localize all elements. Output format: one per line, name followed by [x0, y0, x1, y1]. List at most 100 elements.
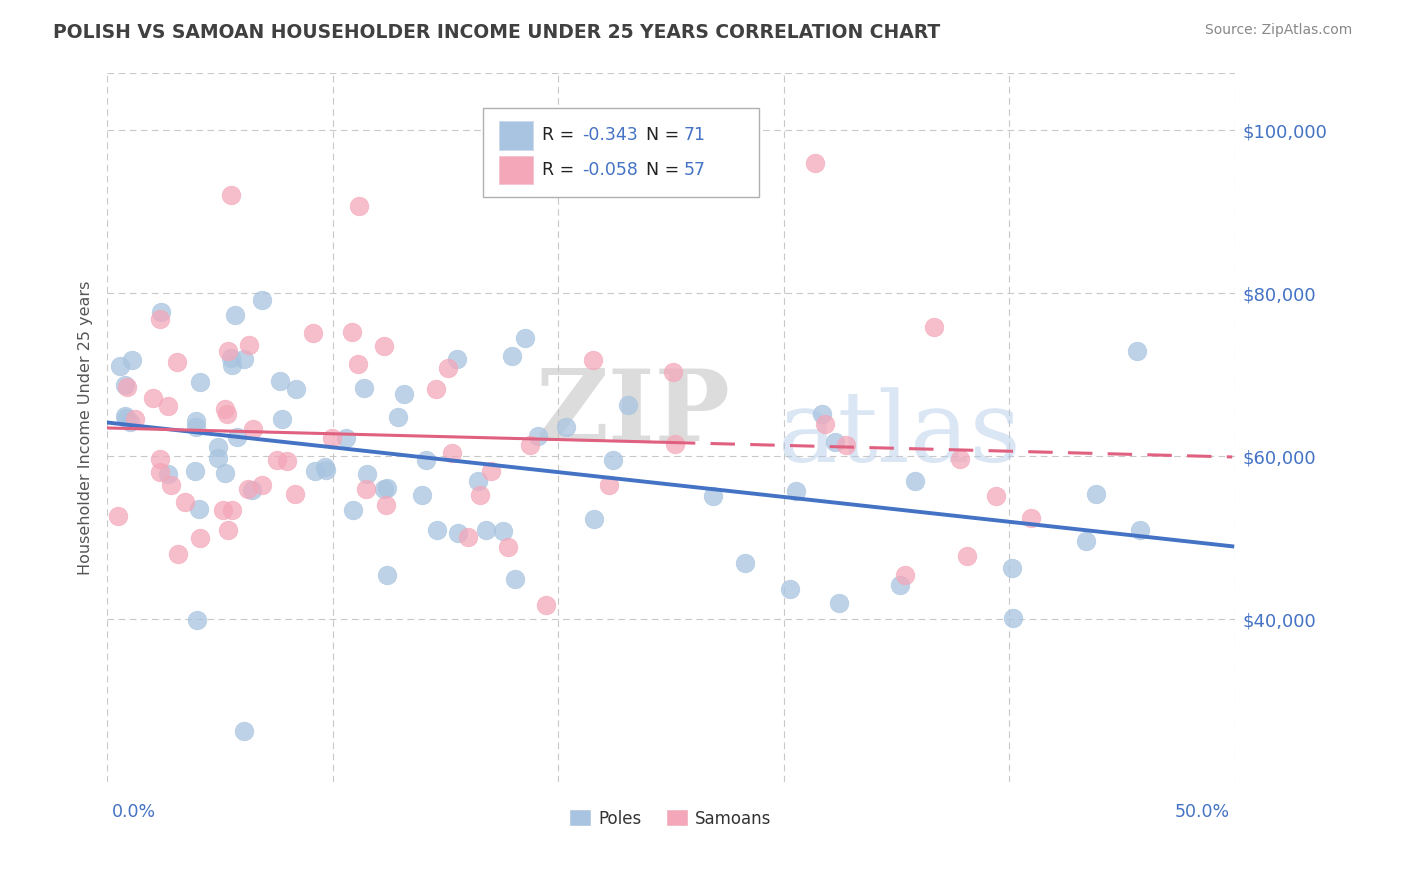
Point	[375, 568, 398, 582]
Point	[212, 503, 235, 517]
Point	[356, 467, 378, 482]
Point	[250, 293, 273, 307]
Point	[242, 422, 264, 436]
Point	[214, 401, 236, 416]
Point	[425, 524, 447, 538]
Point	[157, 399, 180, 413]
Point	[617, 398, 640, 412]
Point	[314, 459, 336, 474]
Point	[184, 419, 207, 434]
Point	[271, 412, 294, 426]
Point	[166, 355, 188, 369]
Point	[118, 415, 141, 429]
Point	[174, 495, 197, 509]
Point	[889, 577, 911, 591]
Point	[1126, 343, 1149, 358]
Point	[353, 380, 375, 394]
Text: 71: 71	[683, 127, 706, 145]
Point	[354, 482, 377, 496]
Point	[233, 351, 256, 366]
Point	[149, 312, 172, 326]
Point	[214, 466, 236, 480]
Point	[785, 484, 807, 499]
Point	[215, 407, 238, 421]
Point	[302, 326, 325, 340]
Point	[470, 488, 492, 502]
Point	[1085, 487, 1108, 501]
Point	[347, 198, 370, 212]
Point	[142, 391, 165, 405]
Point	[949, 451, 972, 466]
Point	[186, 613, 208, 627]
Point	[411, 488, 433, 502]
Point	[107, 508, 129, 523]
Point	[240, 483, 263, 497]
Point	[374, 498, 396, 512]
Point	[811, 407, 834, 421]
Point	[236, 482, 259, 496]
Point	[457, 530, 479, 544]
Point	[437, 361, 460, 376]
Point	[219, 351, 242, 365]
Point	[441, 445, 464, 459]
Point	[804, 155, 827, 169]
Point	[186, 413, 208, 427]
Point	[392, 386, 415, 401]
Point	[115, 410, 138, 425]
Point	[224, 309, 246, 323]
Text: atlas: atlas	[778, 387, 1021, 483]
Text: -0.058: -0.058	[582, 161, 638, 179]
Point	[347, 357, 370, 371]
Point	[304, 464, 326, 478]
Point	[149, 466, 172, 480]
Text: POLISH VS SAMOAN HOUSEHOLDER INCOME UNDER 25 YEARS CORRELATION CHART: POLISH VS SAMOAN HOUSEHOLDER INCOME UNDE…	[53, 23, 941, 42]
Point	[1129, 524, 1152, 538]
Text: N =: N =	[645, 161, 685, 179]
Point	[779, 582, 801, 597]
Point	[582, 512, 605, 526]
Point	[221, 503, 243, 517]
Point	[373, 483, 395, 497]
Point	[1001, 611, 1024, 625]
Point	[217, 523, 239, 537]
Text: 0.0%: 0.0%	[111, 803, 156, 821]
Point	[149, 452, 172, 467]
Point	[662, 365, 685, 379]
Point	[387, 410, 409, 425]
Point	[513, 331, 536, 345]
Point	[446, 352, 468, 367]
Text: 57: 57	[683, 161, 706, 179]
Point	[922, 320, 945, 334]
Text: R =: R =	[543, 127, 581, 145]
Point	[415, 453, 437, 467]
Point	[1001, 561, 1024, 575]
Point	[335, 431, 357, 445]
Point	[496, 540, 519, 554]
Point	[835, 438, 858, 452]
Point	[598, 478, 620, 492]
Point	[157, 467, 180, 482]
Text: -0.343: -0.343	[582, 127, 637, 145]
Point	[207, 440, 229, 454]
Point	[250, 478, 273, 492]
Point	[824, 434, 846, 449]
Text: ZIP: ZIP	[536, 365, 731, 462]
FancyBboxPatch shape	[499, 121, 533, 150]
Point	[425, 382, 447, 396]
FancyBboxPatch shape	[499, 156, 533, 185]
Point	[554, 420, 576, 434]
Point	[284, 487, 307, 501]
Point	[375, 482, 398, 496]
Point	[342, 503, 364, 517]
Point	[503, 572, 526, 586]
Point	[188, 502, 211, 516]
Point	[602, 453, 624, 467]
Point	[1074, 534, 1097, 549]
Point	[115, 380, 138, 394]
Point	[527, 428, 550, 442]
Point	[534, 599, 557, 613]
Point	[114, 378, 136, 392]
Point	[664, 436, 686, 450]
Point	[184, 464, 207, 478]
Point	[217, 344, 239, 359]
